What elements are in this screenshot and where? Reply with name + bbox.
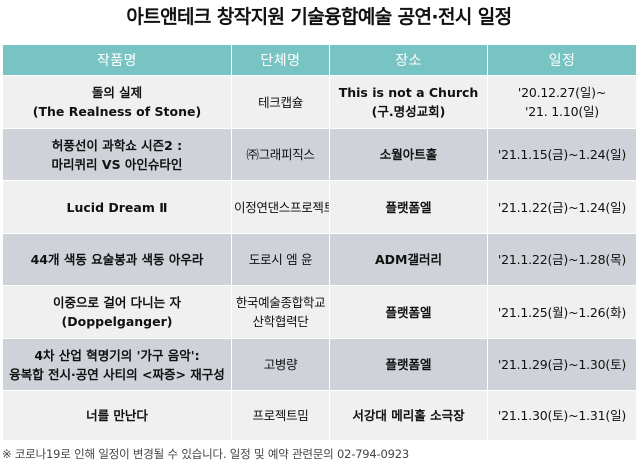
- cell-line: '21.1.29(금)~1.30(토): [497, 357, 627, 372]
- cell-line: (구.명성교회): [371, 104, 446, 119]
- table-row: 이중으로 걸어 다니는 자 (Doppelganger) 한국예술종합학교 산학…: [2, 285, 637, 339]
- cell-line: '21. 1.10(일): [525, 104, 599, 119]
- cell-line: 도로시 엠 윤: [248, 252, 313, 267]
- cell-place: 플랫폼엘: [329, 338, 488, 391]
- cell-line: This is not a Church: [338, 85, 479, 100]
- cell-line: ADM갤러리: [375, 252, 442, 267]
- cell-place: 플랫폼엘: [329, 180, 488, 234]
- cell-line: '21.1.22(금)~1.24(일): [497, 199, 627, 215]
- table-row: 돌의 실제 (The Realness of Stone) 테크캡슐 This …: [2, 75, 637, 129]
- table-header-row: 작품명 단체명 장소 일정: [2, 44, 637, 76]
- cell-date: '21.1.22(금)~1.24(일): [487, 180, 637, 234]
- cell-line: 프로젝트밈: [252, 408, 309, 423]
- cell-date: '21.1.29(금)~1.30(토): [487, 338, 637, 391]
- cell-org: 도로시 엠 윤: [231, 233, 330, 286]
- cell-work: 이중으로 걸어 다니는 자 (Doppelganger): [2, 285, 232, 339]
- header-date: 일정: [487, 44, 637, 76]
- cell-line: 플랫폼엘: [385, 304, 432, 320]
- cell-line: 플랫폼엘: [385, 199, 432, 215]
- cell-line: '21.1.25(월)~1.26(화): [497, 304, 627, 320]
- cell-line: 44개 색동 요술봉과 색동 아우라: [30, 252, 204, 267]
- cell-place: This is not a Church (구.명성교회): [329, 75, 488, 129]
- page-title: 아트앤테크 창작지원 기술융합예술 공연·전시 일정: [126, 6, 512, 28]
- cell-date: '21.1.22(금)~1.28(목): [487, 233, 637, 286]
- cell-line: 마리퀴리 VS 아인슈타인: [51, 156, 183, 172]
- cell-work: 44개 색동 요술봉과 색동 아우라: [2, 233, 232, 286]
- footnote: ※ 코로나19로 인해 일정이 변경될 수 있습니다. 일정 및 예약 관련문의…: [2, 447, 409, 461]
- cell-line: (Doppelganger): [61, 314, 173, 329]
- cell-line: 테크캡슐: [258, 94, 303, 110]
- cell-line: 플랫폼엘: [385, 357, 432, 372]
- cell-line: '21.1.30(토)~1.31(일): [497, 408, 627, 423]
- cell-org: ㈜그래피직스: [231, 128, 330, 181]
- cell-line: ㈜그래피직스: [246, 147, 315, 162]
- cell-work: 허풍선이 과학쇼 시즌2 : 마리퀴리 VS 아인슈타인: [2, 128, 232, 181]
- cell-place: 서강대 메리홀 소극장: [329, 390, 488, 441]
- cell-line: '20.12.27(일)~: [517, 85, 607, 100]
- table-row: 허풍선이 과학쇼 시즌2 : 마리퀴리 VS 아인슈타인 ㈜그래피직스 소월아트…: [2, 128, 637, 181]
- cell-work: Lucid Dream Ⅱ: [2, 180, 232, 234]
- cell-line: 고병량: [263, 357, 298, 372]
- table-row: Lucid Dream Ⅱ 이정연댄스프로젝트 플랫폼엘 '21.1.22(금)…: [2, 180, 637, 234]
- cell-org: 테크캡슐: [231, 75, 330, 129]
- cell-place: 플랫폼엘: [329, 285, 488, 339]
- cell-date: '21.1.25(월)~1.26(화): [487, 285, 637, 339]
- cell-work: 돌의 실제 (The Realness of Stone): [2, 75, 232, 129]
- cell-work: 4차 산업 혁명기의 '가구 음악': 융복합 전시·공연 사티의 <짜증> 재…: [2, 338, 232, 391]
- cell-line: 4차 산업 혁명기의 '가구 음악':: [34, 347, 200, 363]
- cell-place: 소월아트홀: [329, 128, 488, 181]
- cell-line: Lucid Dream Ⅱ: [66, 199, 168, 215]
- cell-line: 한국예술종합학교: [235, 295, 326, 310]
- cell-line: 서강대 메리홀 소극장: [352, 408, 465, 423]
- cell-org: 한국예술종합학교 산학협력단: [231, 285, 330, 339]
- cell-date: '21.1.30(토)~1.31(일): [487, 390, 637, 441]
- cell-org: 이정연댄스프로젝트: [231, 180, 330, 234]
- schedule-table: 작품명 단체명 장소 일정 돌의 실제 (The Realness of Sto…: [2, 44, 637, 441]
- cell-line: 돌의 실제: [91, 85, 143, 100]
- table-row: 너를 만난다 프로젝트밈 서강대 메리홀 소극장 '21.1.30(토)~1.3…: [2, 390, 637, 441]
- cell-line: (The Realness of Stone): [32, 104, 202, 119]
- cell-org: 프로젝트밈: [231, 390, 330, 441]
- cell-date: '20.12.27(일)~ '21. 1.10(일): [487, 75, 637, 129]
- cell-line: '21.1.22(금)~1.28(목): [497, 252, 627, 267]
- table-row: 4차 산업 혁명기의 '가구 음악': 융복합 전시·공연 사티의 <짜증> 재…: [2, 338, 637, 391]
- table-row: 44개 색동 요술봉과 색동 아우라 도로시 엠 윤 ADM갤러리 '21.1.…: [2, 233, 637, 286]
- cell-line: '21.1.15(금)~1.24(일): [497, 147, 627, 162]
- cell-line: 산학협력단: [252, 314, 309, 329]
- cell-place: ADM갤러리: [329, 233, 488, 286]
- cell-line: 이중으로 걸어 다니는 자: [52, 295, 182, 310]
- cell-line: 융복합 전시·공연 사티의 <짜증> 재구성: [9, 366, 225, 382]
- cell-work: 너를 만난다: [2, 390, 232, 441]
- cell-line: 너를 만난다: [86, 408, 148, 423]
- header-place: 장소: [329, 44, 488, 76]
- cell-line: 소월아트홀: [379, 147, 438, 162]
- header-work: 작품명: [2, 44, 232, 76]
- cell-org: 고병량: [231, 338, 330, 391]
- cell-line: 이정연댄스프로젝트: [234, 199, 330, 215]
- cell-line: 허풍선이 과학쇼 시즌2 :: [51, 137, 183, 153]
- header-org: 단체명: [231, 44, 330, 76]
- cell-date: '21.1.15(금)~1.24(일): [487, 128, 637, 181]
